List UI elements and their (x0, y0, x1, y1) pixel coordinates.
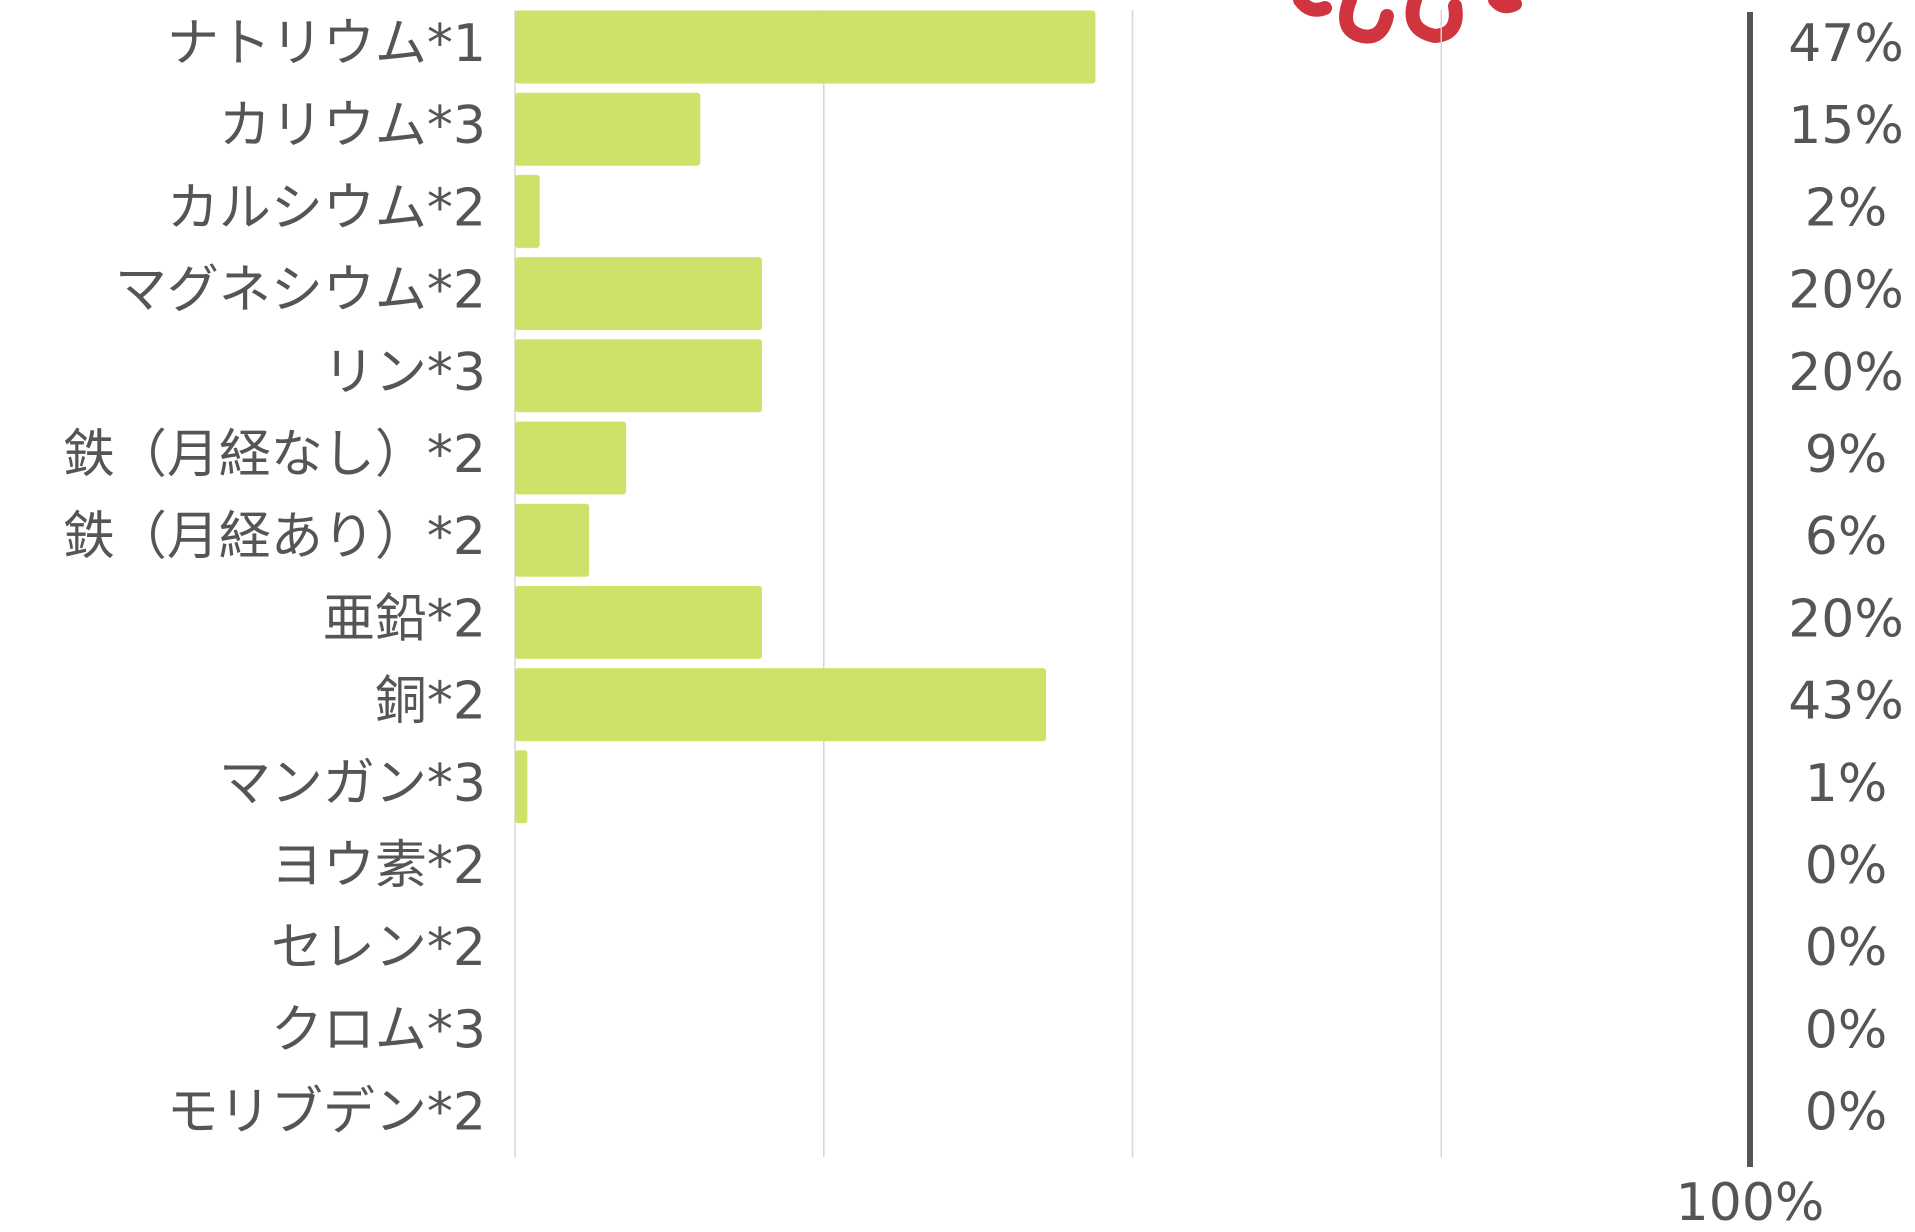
value-label: 20% (1788, 261, 1904, 321)
value-label: 15% (1788, 96, 1904, 156)
chart: 100% ナトリウム*1 47% カリウム*3 15% カルシウム*2 2% マグネシウム*2… (0, 0, 1915, 1232)
y-tick-label: ナトリウム*1 (167, 14, 486, 74)
bar (515, 504, 589, 577)
bar (515, 339, 762, 412)
y-tick-label: セレン*2 (271, 918, 486, 978)
bar (515, 175, 540, 248)
value-label: 9% (1805, 425, 1888, 485)
value-label: 1% (1805, 754, 1888, 814)
y-tick-label: 鉄（月経なし）*2 (63, 425, 486, 485)
value-label: 6% (1805, 507, 1888, 567)
bar (515, 750, 527, 823)
value-label: 2% (1805, 178, 1888, 238)
bar (515, 586, 762, 659)
y-tick-label: マンガン*3 (219, 754, 486, 814)
x-tick-label: 100% (1676, 1173, 1825, 1232)
value-label: 43% (1788, 672, 1904, 732)
y-tick-label: リン*3 (323, 343, 486, 403)
y-tick-label: 銅*2 (375, 672, 486, 732)
value-label: 20% (1788, 589, 1904, 649)
bar (515, 93, 700, 166)
y-tick-label: 亜鉛*2 (323, 589, 486, 649)
value-label: 0% (1805, 1000, 1888, 1060)
value-label: 0% (1805, 918, 1888, 978)
value-label: 20% (1788, 343, 1904, 403)
bar (515, 257, 762, 330)
bar (515, 422, 626, 495)
y-tick-label: クロム*3 (271, 1000, 486, 1060)
y-tick-label: モリブデン*2 (167, 1083, 486, 1143)
y-tick-label: カリウム*3 (219, 96, 486, 156)
value-label: 0% (1805, 836, 1888, 896)
value-label: 0% (1805, 1083, 1888, 1143)
y-tick-label: マグネシウム*2 (115, 261, 486, 321)
decoration (1300, 0, 1515, 37)
bar (515, 11, 1095, 84)
y-tick-label: 鉄（月経あり）*2 (63, 507, 486, 567)
value-label: 47% (1788, 14, 1904, 74)
y-tick-label: カルシウム*2 (167, 178, 486, 238)
bar (515, 668, 1046, 741)
y-tick-label: ヨウ素*2 (271, 836, 486, 896)
